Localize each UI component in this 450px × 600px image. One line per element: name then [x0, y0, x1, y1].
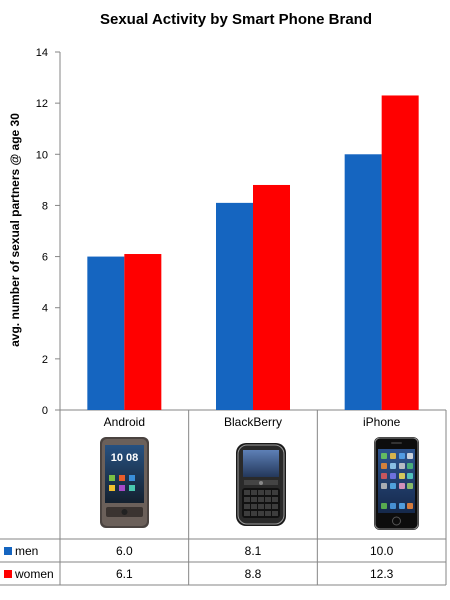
blackberry-bold-phone-icon	[236, 443, 286, 526]
bar-women-android	[124, 254, 162, 410]
htc-desire-phone-icon: 10 08	[100, 437, 149, 528]
bars	[87, 95, 419, 410]
table-value-women-android: 6.1	[115, 567, 133, 581]
y-tick-label: 0	[42, 405, 48, 417]
y-tick-label: 4	[42, 303, 48, 315]
bar-men-android	[87, 256, 125, 410]
data-table-lines	[0, 410, 447, 586]
legend-label-women: women	[15, 567, 54, 581]
bar-women-iphone	[381, 95, 419, 410]
bar-men-blackberry	[216, 202, 253, 410]
chart-title: Sexual Activity by Smart Phone Brand	[100, 11, 372, 28]
table-value-men-android: 6.0	[115, 544, 133, 558]
y-axis-label: avg. number of sexual partners @ age 30	[8, 113, 22, 347]
legend-swatch-men	[4, 547, 12, 555]
table-value-men-blackberry: 8.1	[244, 544, 262, 558]
y-tick-label: 2	[42, 354, 48, 366]
bar-women-blackberry	[253, 184, 290, 410]
bar-men-iphone	[344, 154, 382, 410]
legend-swatch-women	[4, 570, 12, 578]
y-tick-label: 6	[42, 252, 48, 264]
table-value-men-iphone: 10.0	[369, 544, 394, 558]
legend-label-men: men	[15, 544, 39, 558]
table-value-women-blackberry: 8.8	[244, 567, 262, 581]
y-tick-label: 8	[42, 200, 48, 212]
y-tick-label: 10	[36, 149, 48, 161]
y-ticks: 0 2 4 6 8 10 12 14	[36, 47, 60, 417]
y-tick-label: 14	[36, 47, 48, 59]
category-label: iPhone	[363, 415, 401, 429]
category-labels: Android BlackBerry iPhone	[104, 415, 401, 429]
table-value-women-iphone: 12.3	[369, 567, 394, 581]
iphone-4-phone-icon	[374, 437, 419, 530]
category-label: Android	[104, 415, 145, 429]
y-tick-label: 12	[36, 98, 48, 110]
category-label: BlackBerry	[224, 415, 282, 429]
phone-screen-clock: 10 08	[111, 452, 139, 464]
